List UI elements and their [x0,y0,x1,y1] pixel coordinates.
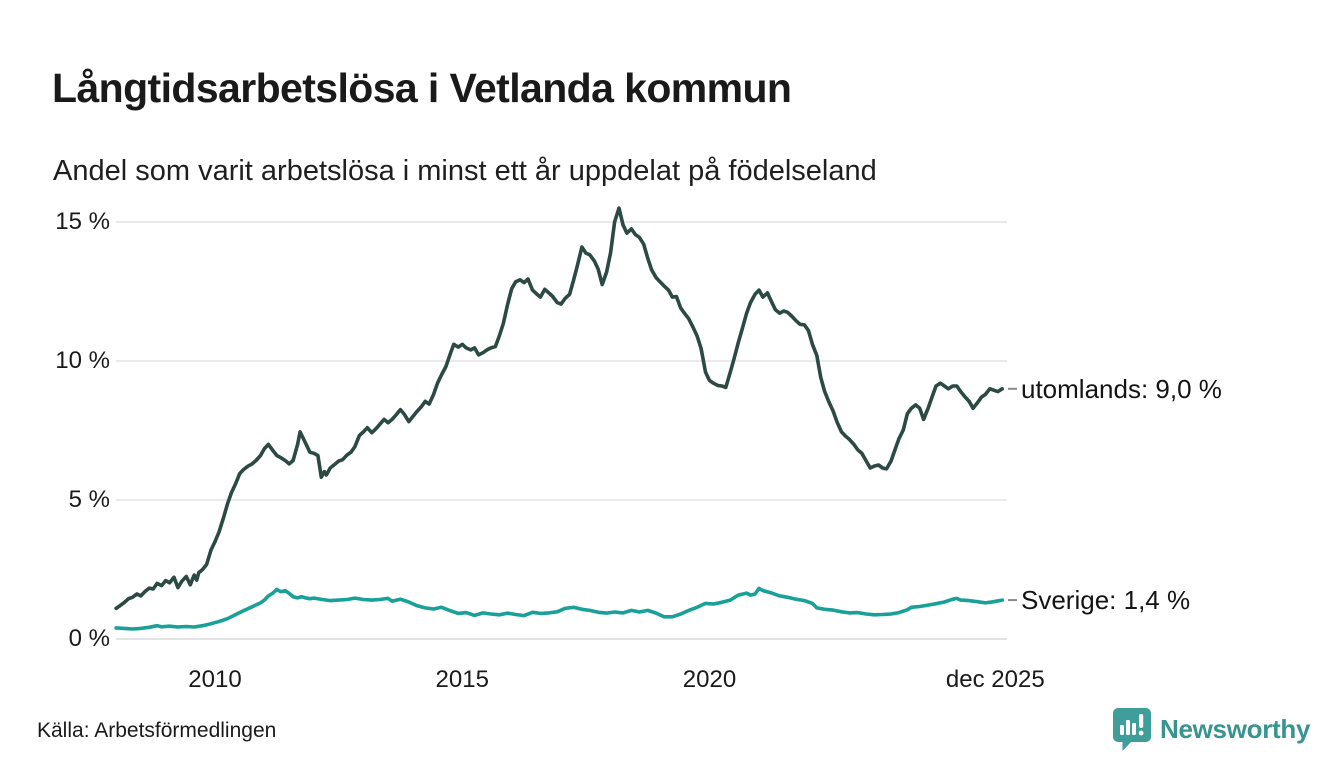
page-title: Långtidsarbetslösa i Vetlanda kommun [52,65,792,112]
series-line-sverige [114,586,1005,631]
page-subtitle: Andel som varit arbetslösa i minst ett å… [53,155,877,187]
y-tick-label: 5 % [68,486,110,513]
series-label-sverige: Sverige: 1,4 % [1021,585,1191,616]
newsworthy-logo-icon [1113,708,1151,751]
newsworthy-wordmark: Newsworthy [1160,714,1311,744]
series-line-utomlands [114,206,1005,611]
source-note: Källa: Arbetsförmedlingen [37,719,277,742]
x-tick-label: 2015 [435,666,489,693]
y-tick-label: 15 % [55,208,110,235]
x-tick-label: dec 2025 [945,666,1045,693]
y-tick-label: 10 % [55,347,110,374]
series-label-utomlands: utomlands: 9,0 % [1021,373,1222,404]
x-tick-label: 2010 [188,666,242,693]
y-tick-label: 0 % [68,625,110,652]
newsworthy-brand: Newsworthy [1113,708,1310,751]
x-tick-label: 2020 [682,666,737,693]
